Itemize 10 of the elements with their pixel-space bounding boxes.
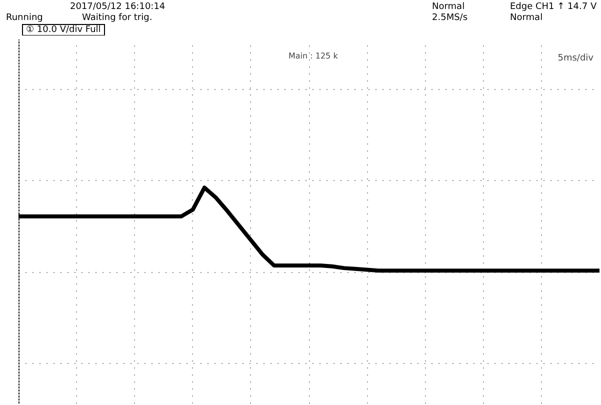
text: Main : 125 k xyxy=(288,52,338,60)
text: Normal xyxy=(510,13,543,23)
text: ① 10.0 V/div Full xyxy=(22,24,105,36)
text: 5ms/div xyxy=(558,54,594,64)
text: Normal xyxy=(432,2,465,12)
text: Waiting for trig. xyxy=(82,13,152,23)
text: 2.5MS/s xyxy=(432,13,468,23)
text: Edge CH1 ↑ 14.7 V xyxy=(510,2,597,12)
text: Running xyxy=(6,13,43,23)
text: 2017/05/12 16:10:14 xyxy=(70,2,166,12)
